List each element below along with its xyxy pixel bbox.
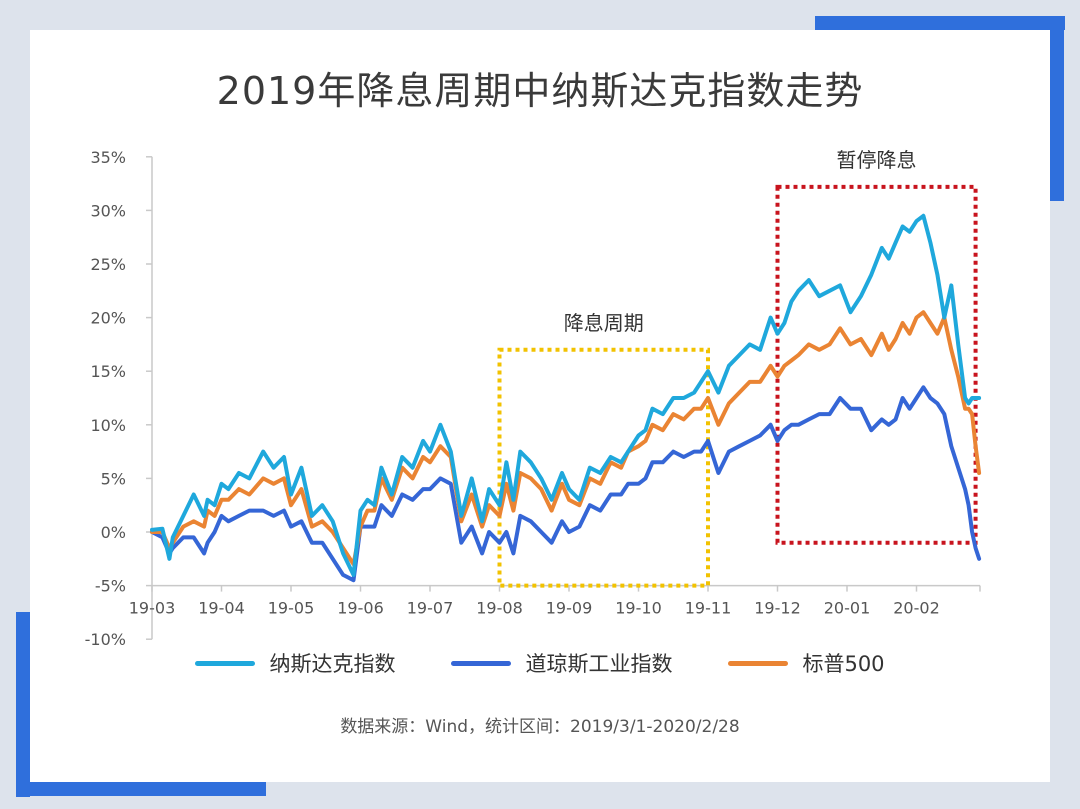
y-tick-label: 15%: [90, 362, 126, 381]
frame-bar-left: [16, 612, 30, 797]
y-tick-label: 20%: [90, 309, 126, 328]
series-line-sp500: [150, 310, 982, 567]
x-tick-label: 19-06: [337, 599, 384, 618]
x-tick-label: 19-11: [685, 599, 732, 618]
x-tick-label: 20-01: [824, 599, 871, 618]
y-tick-label: 35%: [90, 148, 126, 167]
y-tick-label: 25%: [90, 255, 126, 274]
y-tick-label: -10%: [85, 630, 126, 649]
x-tick-label: 19-09: [546, 599, 593, 618]
x-tick-label: 19-08: [476, 599, 523, 618]
legend-swatch-nasdaq: [195, 660, 256, 666]
axes: 35% 30% 25% 20% 15% 10% 5% 0% -5% -10%19-03 19-04 1…: [85, 148, 981, 649]
y-tick-label: 0%: [101, 523, 126, 542]
x-tick-label: 19-04: [198, 599, 245, 618]
x-tick-label: 19-10: [615, 599, 662, 618]
x-tick-label: 19-07: [407, 599, 454, 618]
series-line-nasdaq: [150, 213, 982, 577]
x-tick-label: 20-02: [893, 599, 940, 618]
legend-item-nasdaq: 纳斯达克指数: [195, 648, 395, 678]
annotation-box-pause: [775, 184, 978, 545]
annotation-boxes: 降息周期 暂停降息: [497, 148, 978, 588]
chart-card: [30, 30, 1050, 782]
legend-label-sp500: 标普500: [802, 652, 885, 676]
legend: 纳斯达克指数 道琼斯工业指数 标普500: [0, 648, 1080, 678]
y-tick-label: 30%: [90, 201, 126, 220]
legend-swatch-sp500: [728, 660, 789, 666]
legend-item-sp500: 标普500: [728, 648, 885, 678]
y-tick-label: 5%: [101, 469, 126, 488]
legend-label-nasdaq: 纳斯达克指数: [269, 652, 396, 676]
data-source-note: 数据来源：Wind，统计区间：2019/3/1-2020/2/28: [340, 717, 740, 737]
x-tick-label: 19-05: [268, 599, 315, 618]
series-lines: [150, 213, 982, 583]
x-tick-label: 19-03: [129, 599, 176, 618]
frame-bar-top-right: [815, 16, 1065, 30]
y-tick-label: -5%: [95, 577, 126, 596]
frame-bar-right: [1050, 16, 1064, 201]
annotation-box-pause-label: 暂停降息: [837, 148, 917, 172]
legend-swatch-dow: [451, 660, 512, 666]
annotation-box-rate-cut-label: 降息周期: [564, 311, 644, 335]
series-line-dow: [150, 385, 982, 583]
x-tick-label: 19-12: [754, 599, 801, 618]
annotation-box-rate-cut: [497, 347, 710, 588]
y-tick-label: 10%: [90, 416, 126, 435]
chart-title: 2019年降息周期中纳斯达克指数走势: [216, 69, 864, 113]
frame-bar-bottom-left: [16, 782, 266, 796]
legend-label-dow: 道琼斯工业指数: [525, 652, 673, 676]
legend-item-dow: 道琼斯工业指数: [451, 648, 672, 678]
